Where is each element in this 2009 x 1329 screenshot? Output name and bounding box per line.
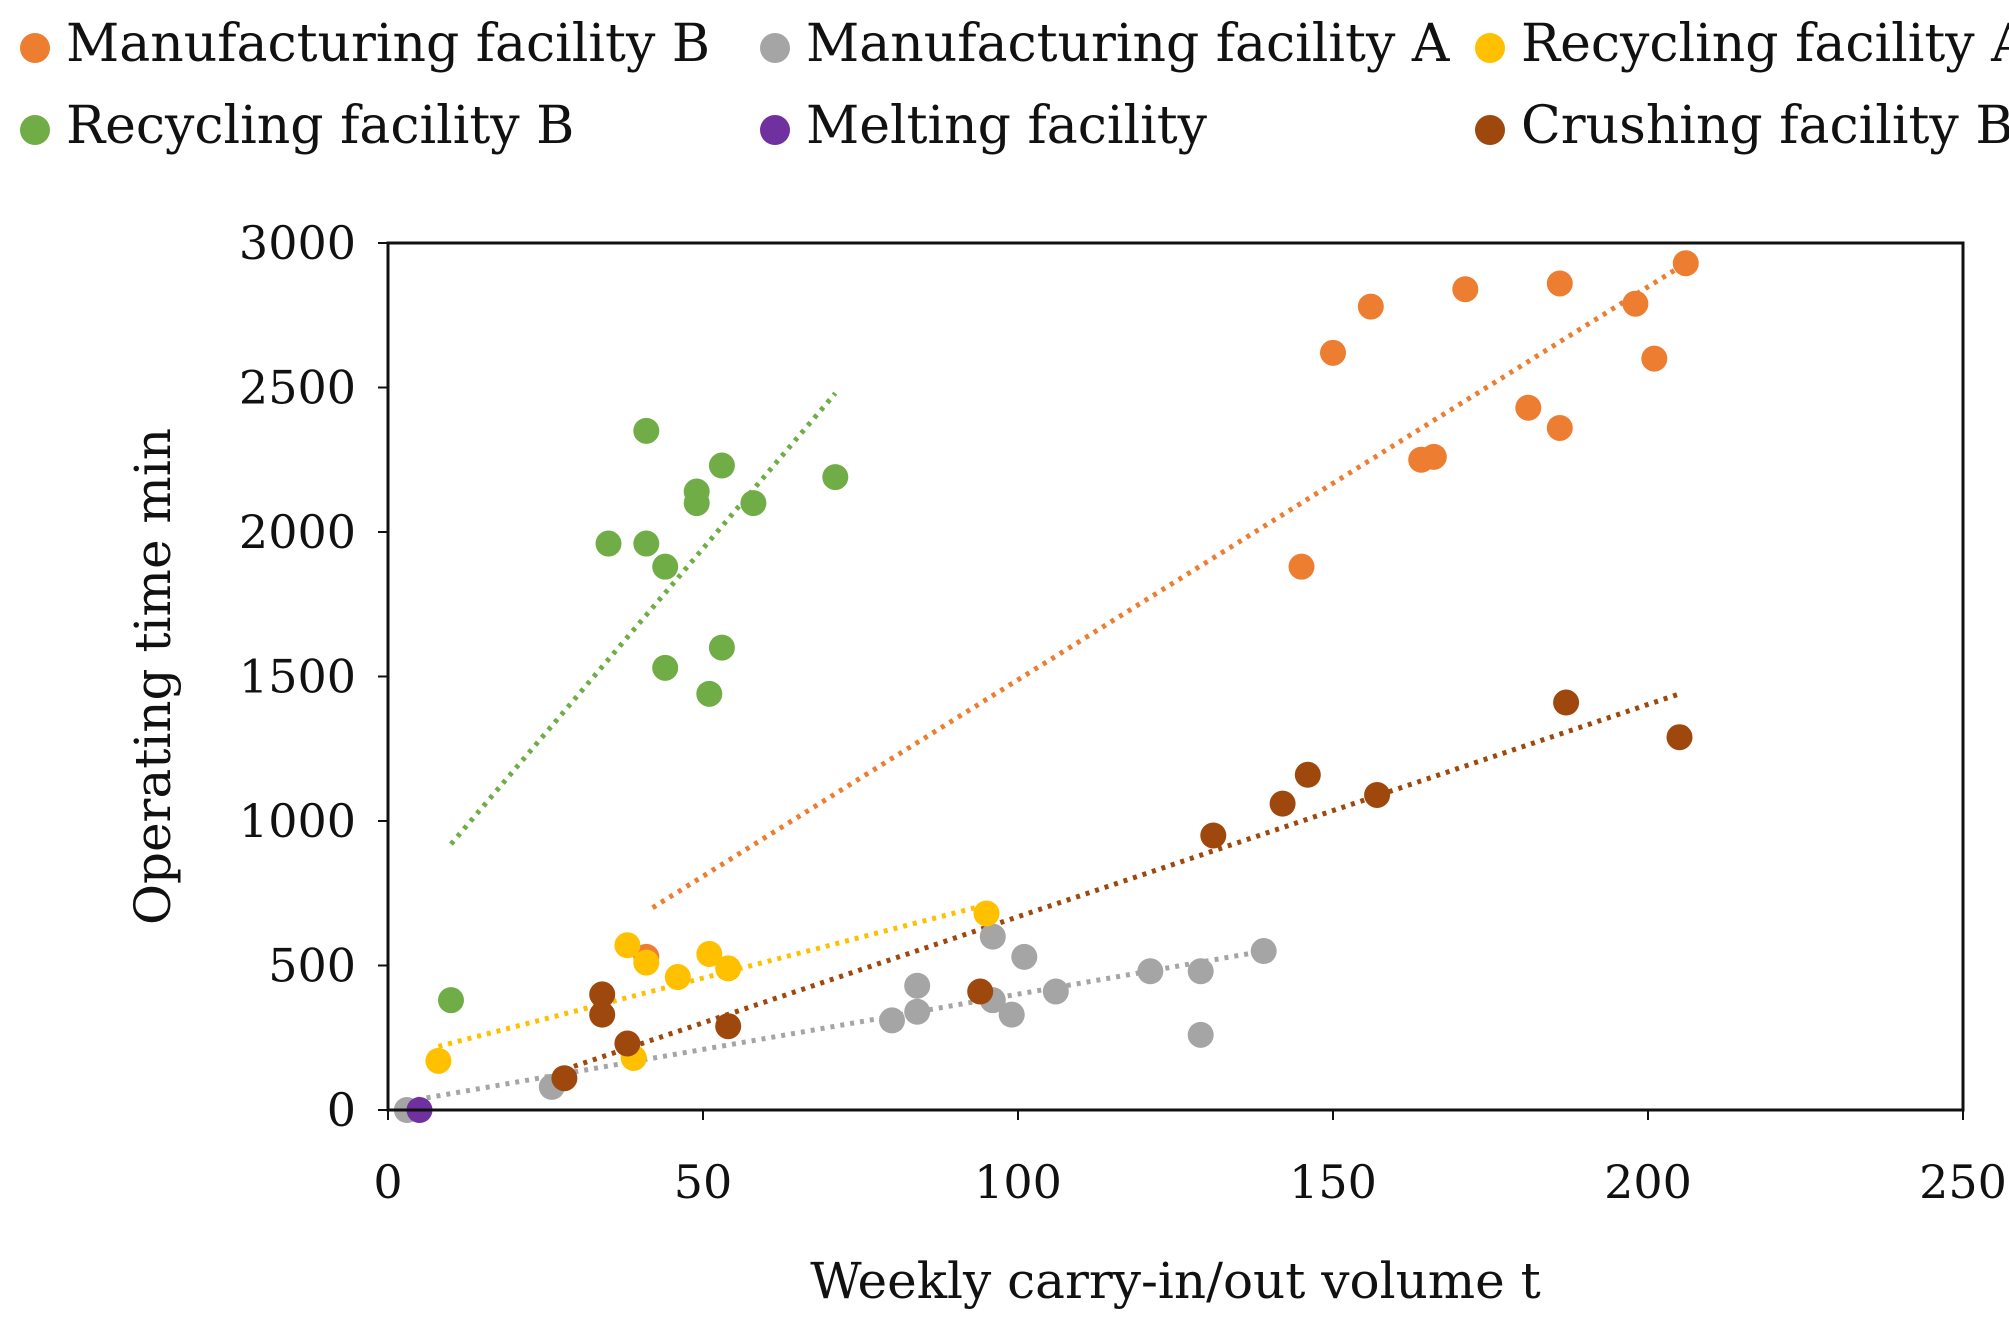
point-recycling-facility-b [683,490,710,517]
legend-marker-recycling-facility-b [20,115,50,145]
point-crushing-facility-b [589,1001,616,1028]
y-tick-label: 2500 [239,361,356,415]
legend-marker-manufacturing-facility-a [760,33,790,63]
data-points [393,250,1699,1123]
point-recycling-facility-b [696,680,723,707]
point-recycling-facility-b [595,530,622,557]
legend-marker-manufacturing-facility-b [20,33,50,63]
point-manufacturing-facility-a [1187,1021,1214,1048]
point-recycling-facility-b [633,417,660,444]
x-tick-label: 100 [974,1155,1062,1209]
point-recycling-facility-b [652,553,679,580]
point-manufacturing-facility-b [1622,290,1649,317]
point-manufacturing-facility-a [1011,943,1038,970]
point-recycling-facility-b [708,634,735,661]
trendlines [406,261,1688,1104]
trendline-manufacturing-facility-b [651,261,1688,910]
x-tick-label: 150 [1289,1155,1377,1209]
trendline-crushing-facility-b [563,691,1681,1072]
y-axis-label: Operating time min [124,428,182,925]
trendline-recycling-facility-a [437,902,988,1049]
point-manufacturing-facility-b [1357,293,1384,320]
point-manufacturing-facility-b [1672,250,1699,277]
point-manufacturing-facility-b [1546,414,1573,441]
point-manufacturing-facility-b [1420,443,1447,470]
point-recycling-facility-b [708,452,735,479]
point-recycling-facility-a [696,940,723,967]
y-tick-label: 3000 [239,216,356,270]
point-recycling-facility-a [633,949,660,976]
trendline-manufacturing-facility-a [406,948,1265,1104]
legend-label-manufacturing-facility-a: Manufacturing facility A [806,14,1450,74]
point-crushing-facility-b [614,1030,641,1057]
y-tick-label: 2000 [239,505,356,559]
trendline-recycling-facility-b [449,391,838,846]
legend-marker-recycling-facility-a [1475,33,1505,63]
point-crushing-facility-b [589,981,616,1008]
point-recycling-facility-a [425,1047,452,1074]
point-recycling-facility-a [973,900,1000,927]
y-tick-label: 0 [327,1083,356,1137]
point-manufacturing-facility-a [1187,958,1214,985]
point-recycling-facility-a [715,955,742,982]
legend-marker-melting-facility [760,115,790,145]
point-crushing-facility-b [1294,761,1321,788]
x-tick-label: 250 [1919,1155,2007,1209]
point-crushing-facility-b [715,1013,742,1040]
x-tick-label: 0 [373,1155,402,1209]
point-crushing-facility-b [1269,790,1296,817]
point-manufacturing-facility-a [879,1007,905,1034]
point-manufacturing-facility-b [1515,394,1542,421]
y-tick-label: 500 [268,939,356,993]
legend-label-recycling-facility-a: Recycling facility A [1521,14,2009,74]
y-tick-label: 1000 [239,794,356,848]
point-manufacturing-facility-a [1042,978,1069,1005]
legend-label-recycling-facility-b: Recycling facility B [66,96,575,156]
point-manufacturing-facility-a [1137,958,1164,985]
point-manufacturing-facility-b [1320,339,1346,366]
point-crushing-facility-b [1553,689,1580,716]
point-crushing-facility-b [1364,781,1391,808]
point-recycling-facility-b [652,654,679,681]
point-manufacturing-facility-b [1546,270,1573,297]
legend-label-crushing-facility-b: Crushing facility B [1521,96,2009,156]
point-manufacturing-facility-b [1452,276,1479,303]
point-manufacturing-facility-b [1288,553,1315,580]
y-axis-ticks: 0 500 1000 1500 2000 2500 3000 [239,216,388,1137]
point-manufacturing-facility-a [904,998,931,1025]
x-tick-label: 200 [1604,1155,1692,1209]
point-crushing-facility-b [1666,724,1693,751]
point-recycling-facility-b [633,530,660,557]
x-tick-label: 50 [674,1155,733,1209]
point-recycling-facility-b [740,490,767,517]
point-manufacturing-facility-a [1250,938,1277,965]
point-manufacturing-facility-a [904,972,931,999]
point-recycling-facility-b [822,464,849,491]
plot-area-frame [386,241,1965,1112]
point-crushing-facility-b [967,978,994,1005]
point-manufacturing-facility-b [1641,345,1668,372]
x-axis-ticks: 0 50 100 150 200 250 [373,1110,2007,1209]
x-axis-label: Weekly carry-in/out volume t [810,1252,1541,1310]
point-recycling-facility-a [664,964,691,991]
point-crushing-facility-b [551,1065,578,1092]
point-manufacturing-facility-a [979,923,1006,950]
legend-label-manufacturing-facility-b: Manufacturing facility B [66,14,711,74]
point-crushing-facility-b [1200,822,1227,849]
point-recycling-facility-a [614,932,641,959]
legend-label-melting-facility: Melting facility [806,96,1208,156]
legend-marker-crushing-facility-b [1475,115,1505,145]
point-manufacturing-facility-a [998,1001,1025,1028]
y-tick-label: 1500 [239,650,356,704]
point-recycling-facility-b [438,987,464,1014]
